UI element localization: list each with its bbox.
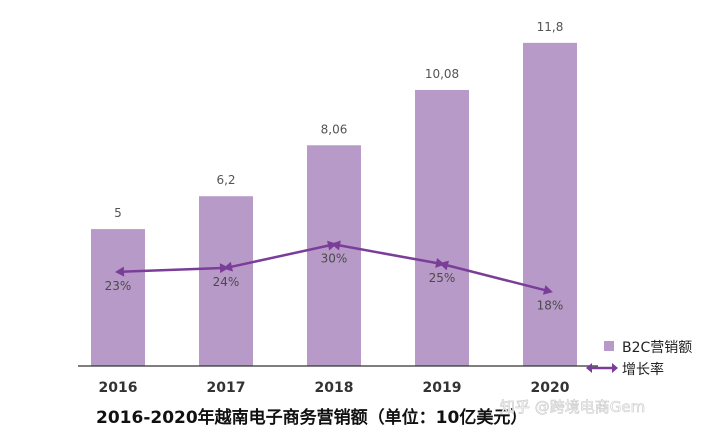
x-tick-2017: 2017 [207, 380, 246, 396]
legend-swatch-bar [604, 341, 614, 351]
bar-value-label-2019: 10,08 [425, 67, 459, 81]
growth-rate-segment-2016-2017 [117, 266, 227, 274]
growth-rate-segment-2019-2020 [441, 262, 551, 293]
growth-rate-segment-2018-2019 [333, 243, 443, 266]
growth-rate-label-2017: 24% [213, 275, 240, 289]
watermark: 知乎 @跨境电商Gem [500, 398, 645, 416]
growth-rate-line-layer [115, 240, 553, 295]
bar-value-label-2017: 6,2 [216, 173, 235, 187]
growth-rate-segment-2017-2018 [225, 243, 335, 270]
bar-value-label-2020: 11,8 [537, 20, 564, 34]
x-tick-2019: 2019 [423, 380, 462, 396]
growth-rate-arrow-out-2018 [331, 240, 341, 251]
legend-label-bar: B2C营销额 [622, 340, 692, 356]
bar-2016 [91, 229, 145, 366]
legend-arrow-right [612, 363, 618, 373]
bar-2019 [415, 89, 469, 366]
bar-value-label-2018: 8,06 [321, 122, 348, 136]
x-tick-2018: 2018 [315, 380, 354, 396]
bars-layer [91, 42, 577, 366]
x-tick-2016: 2016 [99, 380, 138, 396]
bar-2018 [307, 145, 361, 366]
legend: B2C营销额 增长率 [586, 340, 692, 378]
bar-2017 [199, 196, 253, 366]
growth-rate-label-2020: 18% [537, 298, 564, 312]
growth-rate-arrow-out-2017 [223, 261, 233, 272]
growth-rate-labels: 23% 24% 30% 25% 18% [105, 251, 564, 312]
growth-rate-arrow-in-2020 [542, 285, 553, 295]
legend-label-line: 增长率 [622, 361, 664, 378]
chart-title: 2016-2020年越南电子商务营销额（单位：10亿美元） [96, 407, 527, 428]
legend-arrow-left [586, 363, 592, 373]
growth-rate-label-2018: 30% [321, 251, 348, 265]
growth-rate-arrow-out-2016 [115, 266, 125, 277]
bar-value-labels: 5 6,2 8,06 10,08 11,8 [114, 20, 563, 220]
growth-rate-label-2019: 25% [429, 271, 456, 285]
x-tick-labels: 2016 2017 2018 2019 2020 [99, 380, 570, 396]
bar-2020 [523, 42, 577, 366]
x-tick-2020: 2020 [531, 380, 570, 396]
bar-value-label-2016: 5 [114, 206, 122, 220]
growth-rate-arrow-out-2019 [439, 260, 450, 271]
growth-rate-label-2016: 23% [105, 279, 132, 293]
growth-rate-arrow-in-2019 [435, 258, 445, 268]
